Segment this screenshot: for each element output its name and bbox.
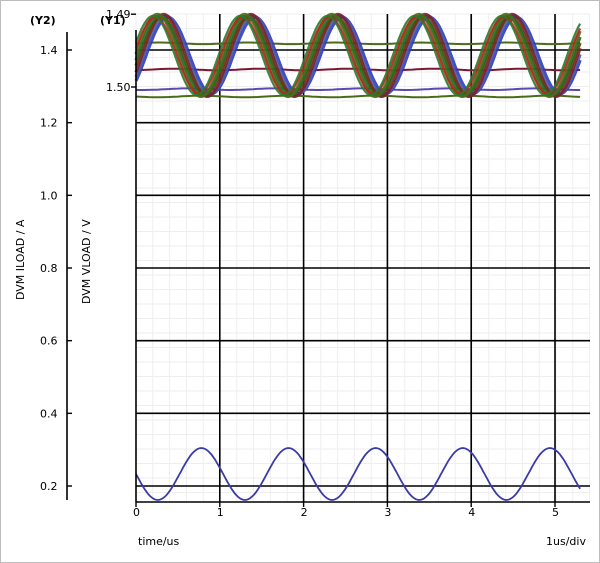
y2-tick-label: 1.4: [40, 44, 58, 57]
y2-axis-label: DVM ILOAD / A: [14, 219, 27, 300]
y2-tick-label: 0.4: [40, 407, 58, 420]
y1-tick-label: 1.50: [106, 81, 131, 94]
x-axis-label: time/us: [138, 535, 180, 548]
y2-tick-label: 0.8: [40, 262, 58, 275]
y2-tick-label: 1.0: [40, 189, 58, 202]
x-tick-label: 5: [552, 506, 559, 519]
major-grid: [136, 14, 590, 502]
x-tick-label: 1: [217, 506, 224, 519]
x-tick-label: 0: [133, 506, 140, 519]
axes: [66, 13, 590, 507]
y2-axis-tag: (Y2): [30, 14, 56, 27]
x-tick-label: 3: [384, 506, 391, 519]
y1-tick-label: 1.49: [106, 8, 131, 21]
current-ripple-trace: [134, 12, 582, 99]
y2-tick-label: 1.2: [40, 117, 58, 130]
x-tick-label: 4: [468, 506, 475, 519]
current-ripple-trace: [134, 14, 582, 97]
x-tick-label: 2: [301, 506, 308, 519]
y2-tick-label: 0.6: [40, 335, 58, 348]
minor-grid: [135, 13, 591, 502]
x-scale-note: 1us/div: [546, 535, 586, 548]
traces: [134, 12, 582, 501]
y1-axis-tag: (Y1): [100, 14, 126, 27]
low-ripple-trace: [135, 447, 581, 501]
y2-tick-label: 0.2: [40, 480, 58, 493]
y1-axis-label: DVM VLOAD / V: [80, 219, 93, 304]
